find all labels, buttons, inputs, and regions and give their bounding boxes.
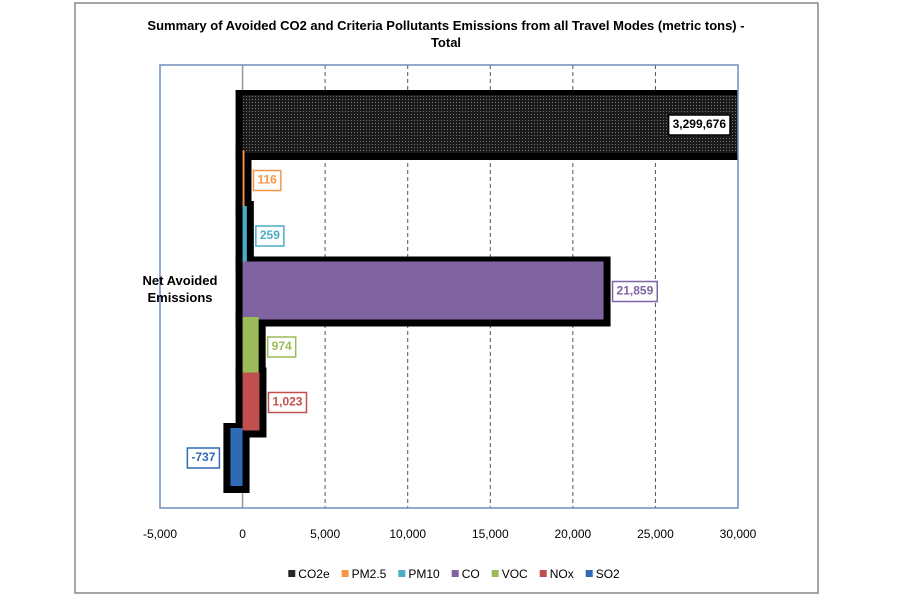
x-tick-label: 20,000	[555, 527, 592, 541]
bar	[242, 317, 259, 375]
data-label: 3,299,676	[673, 117, 727, 131]
x-tick-label: 5,000	[310, 527, 340, 541]
data-label-box	[611, 280, 659, 303]
legend-swatch	[539, 570, 547, 577]
legend-label: CO2e	[298, 567, 330, 581]
plot-border	[159, 64, 739, 509]
x-tick-label: 30,000	[720, 527, 757, 541]
legend-label: PM10	[408, 567, 440, 581]
x-tick-label: 0	[239, 527, 246, 541]
data-label: -737	[191, 450, 215, 464]
bar	[242, 372, 260, 431]
data-label-box	[667, 114, 731, 136]
data-label: 1,023	[272, 395, 302, 409]
x-tick-label: 10,000	[389, 527, 426, 541]
legend-swatch	[585, 570, 593, 577]
legend-swatch	[288, 570, 296, 577]
x-tick-label: 15,000	[472, 527, 509, 541]
legend-label: PM2.5	[352, 567, 387, 581]
legend-swatch	[398, 570, 406, 577]
legend-swatch	[451, 570, 459, 577]
category-label: Net Avoided Emissions	[142, 273, 218, 305]
bar	[230, 428, 243, 486]
bar	[242, 206, 247, 264]
data-label-box	[186, 447, 221, 469]
legend-swatch	[491, 570, 499, 577]
legend-label: CO	[462, 567, 480, 581]
bar	[242, 261, 604, 320]
x-tick-label: -5,000	[143, 527, 177, 541]
data-label-box	[267, 391, 308, 414]
data-label-box	[252, 169, 282, 192]
legend-label: SO2	[596, 567, 620, 581]
legend-swatch	[341, 570, 349, 577]
data-label: 21,859	[617, 284, 654, 298]
data-label: 116	[257, 173, 277, 187]
legend-label: VOC	[502, 567, 528, 581]
data-label: 974	[272, 339, 292, 353]
bars	[223, 90, 738, 493]
bar	[242, 150, 245, 209]
chart-title: Summary of Avoided CO2 and Criteria Poll…	[147, 18, 745, 50]
data-label-box	[266, 336, 297, 358]
data-label-box	[255, 225, 285, 247]
data-label: 259	[260, 228, 280, 242]
x-tick-label: 25,000	[637, 527, 674, 541]
legend-label: NOx	[550, 567, 574, 581]
bar	[242, 95, 738, 153]
